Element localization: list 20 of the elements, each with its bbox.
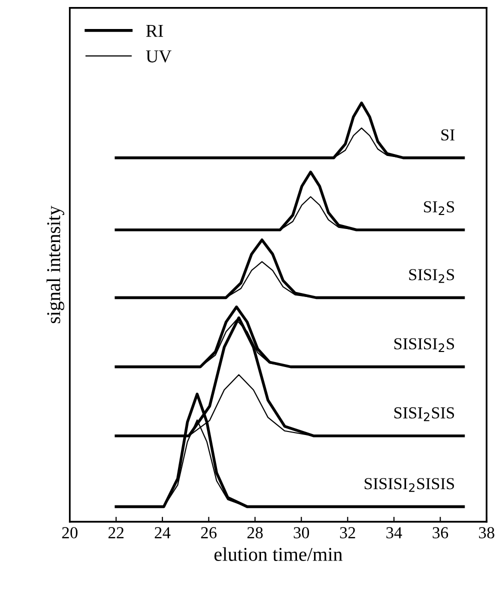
x-tick-label: 22 [108, 527, 124, 538]
annotation: SISISI$_{2}$SISIS [364, 478, 454, 492]
annotation: SI [441, 129, 455, 141]
x-tick-label: 24 [154, 527, 170, 538]
x-axis-title: elution time/min [214, 547, 342, 561]
annotation: SISI$_{2}$SIS [394, 407, 454, 422]
x-tick-label: 32 [340, 527, 356, 538]
x-tick-label: 34 [386, 527, 402, 538]
x-tick-label: 28 [247, 527, 263, 538]
annotation: SI$_{2}$S [424, 201, 454, 216]
x-tick-label: 30 [294, 527, 310, 538]
x-tick-label: 20 [62, 527, 78, 538]
legend-label: UV [146, 50, 172, 63]
annotation: SISISI$_{2}$S [394, 338, 454, 352]
y-axis-title: signal intensity [46, 206, 64, 324]
x-tick-label: 26 [201, 527, 217, 538]
legend-label: RI [146, 24, 164, 37]
x-tick-label: 36 [432, 527, 448, 538]
x-tick-label: 38 [479, 527, 494, 538]
annotation: SISI$_{2}$S [409, 269, 454, 283]
